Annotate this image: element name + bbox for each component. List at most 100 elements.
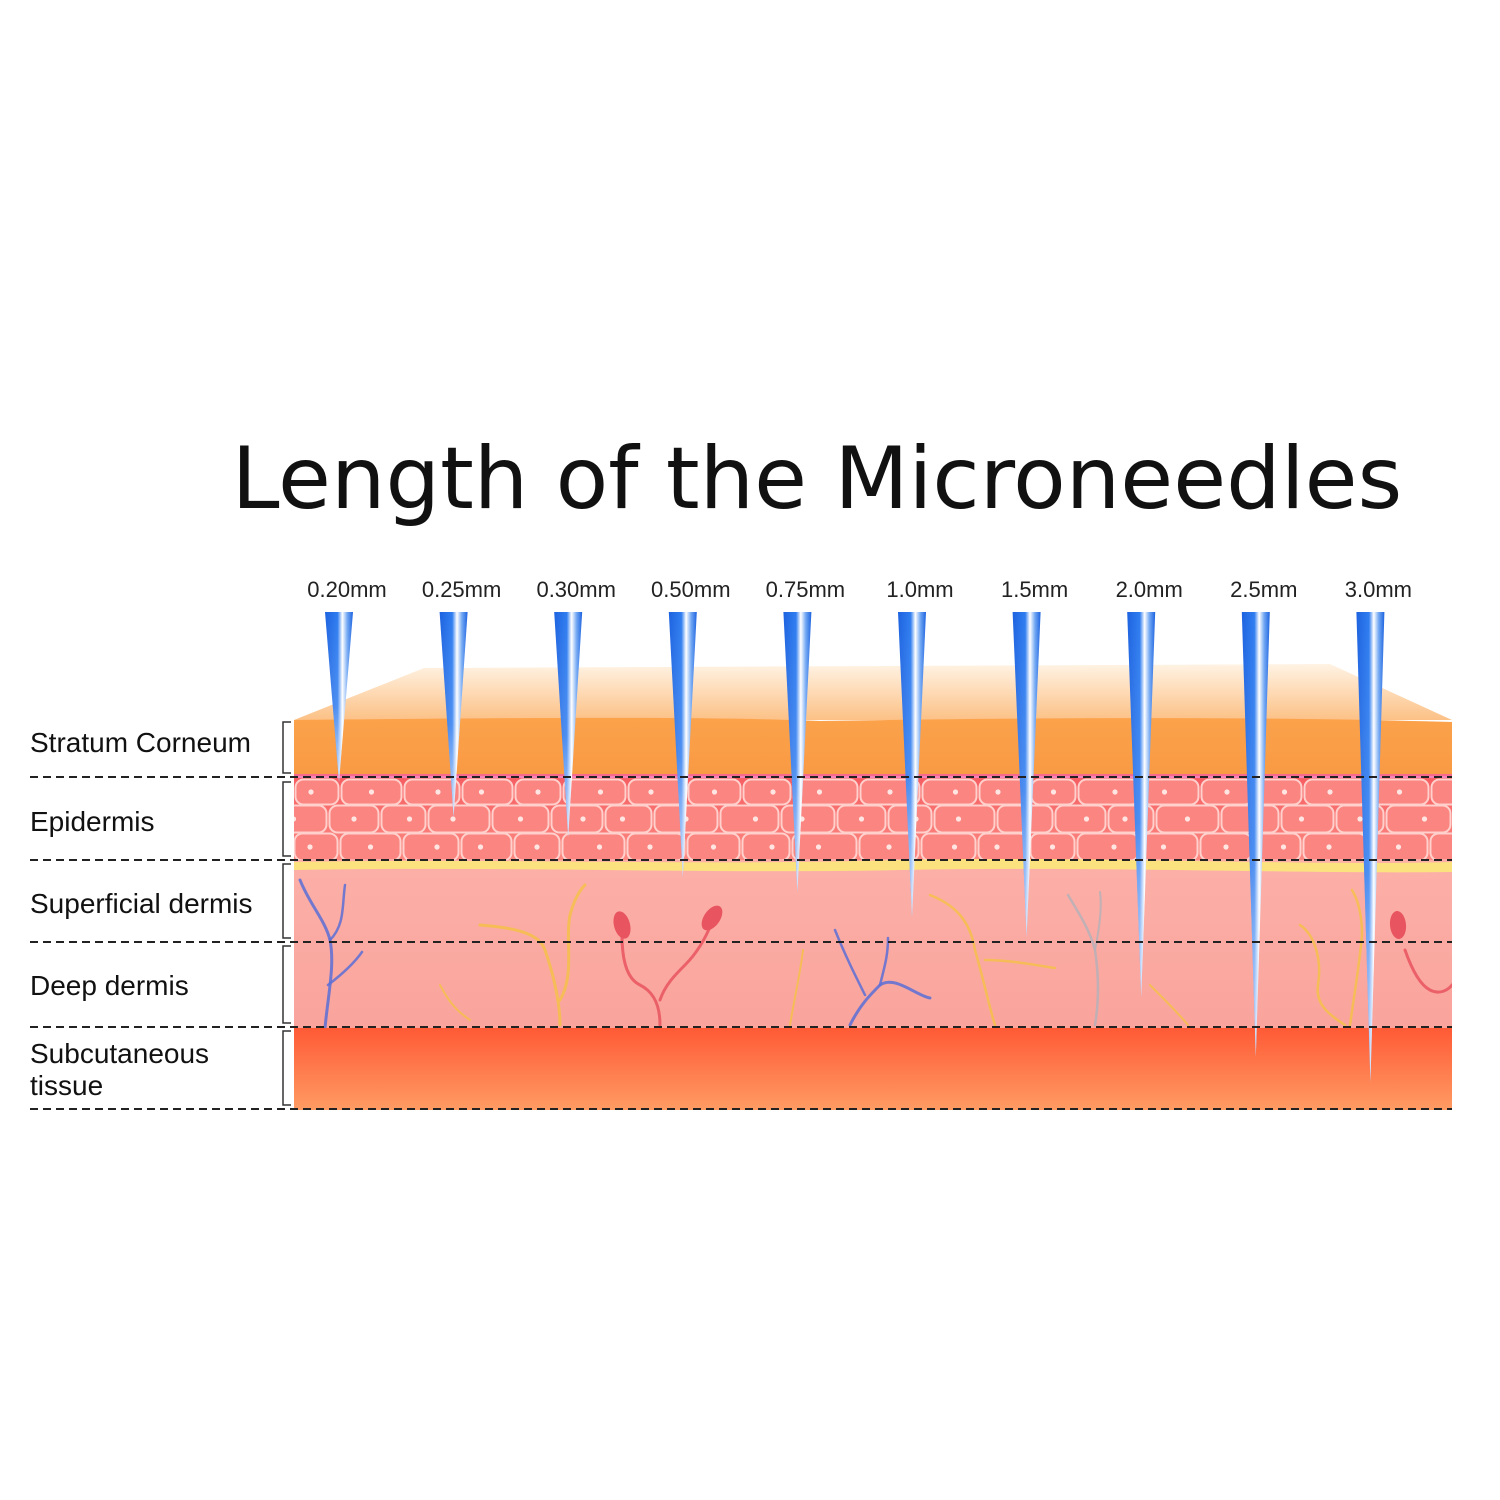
needle	[439, 612, 468, 817]
vessel-path	[1403, 948, 1452, 994]
epidermis-cell	[294, 778, 340, 806]
cell-nucleus	[858, 816, 865, 822]
needle	[1012, 612, 1041, 937]
needle-shine	[668, 612, 697, 877]
stratum-corneum-layer	[294, 717, 1452, 776]
needle-length-label: 0.25mm	[422, 577, 501, 602]
needle-shine	[1241, 612, 1270, 1057]
cell-nucleus	[450, 816, 456, 822]
layer-label-deep-dermis: Deep dermis	[30, 970, 189, 1001]
cell-nucleus	[434, 844, 440, 850]
cell-nucleus	[952, 789, 959, 795]
layer-label-superficial-dermis: Superficial dermis	[30, 888, 253, 919]
needle-length-label: 2.5mm	[1230, 577, 1297, 602]
epidermis-cell	[933, 804, 996, 834]
cell-nucleus	[351, 816, 357, 822]
cell-nucleus	[1184, 816, 1191, 822]
epidermis-cell	[1054, 804, 1107, 834]
cell-nucleus	[597, 789, 604, 795]
epidermis-cell	[626, 832, 686, 860]
hair-bulb	[613, 911, 631, 939]
cell-nucleus	[1112, 789, 1118, 795]
cell-nucleus	[752, 816, 759, 822]
needle	[668, 612, 697, 877]
epidermis-cell	[550, 804, 604, 834]
layer-label-epidermis: Epidermis	[30, 806, 154, 837]
needle-shine	[1127, 612, 1156, 997]
cell-nucleus	[1357, 816, 1363, 822]
cell-nucleus	[406, 816, 413, 822]
cell-nucleus	[1281, 789, 1288, 795]
layer-label-subcutaneous-tissue: tissue	[30, 1070, 103, 1101]
needle	[1241, 612, 1270, 1057]
cell-nucleus	[815, 844, 822, 850]
epidermis-cell	[1385, 804, 1452, 834]
cell-nucleus	[648, 789, 654, 795]
needle-shine	[554, 612, 583, 837]
needle-length-label: 0.20mm	[307, 577, 386, 602]
cell-nucleus	[1049, 844, 1056, 850]
needle-length-label: 1.5mm	[1001, 577, 1068, 602]
layer-boundary-lines	[30, 776, 1452, 1110]
vessel-path	[983, 958, 1057, 970]
vessel-path	[1348, 888, 1364, 1027]
epidermis-cell	[1430, 778, 1452, 806]
bracket	[282, 781, 291, 857]
stratum-corneum-boundary	[294, 774, 1452, 779]
microneedles	[325, 612, 1385, 1082]
cell-nucleus	[308, 789, 314, 795]
cell-nucleus	[1460, 844, 1465, 849]
cell-nucleus	[1474, 816, 1479, 821]
cell-nucleus	[647, 844, 653, 850]
epidermis-cell	[1302, 832, 1368, 860]
cell-nucleus	[1160, 844, 1167, 850]
cell-nucleus	[1122, 816, 1128, 822]
epidermis-cell	[1076, 832, 1140, 860]
vessel-path	[1094, 891, 1102, 951]
needle	[1356, 612, 1385, 1082]
needle-shine	[1356, 612, 1385, 1082]
layer-label-subcutaneous-tissue: Subcutaneous	[30, 1038, 209, 1069]
bracket	[282, 863, 291, 939]
vessel-path	[1298, 923, 1347, 1027]
needle	[898, 612, 926, 917]
cell-nucleus	[1326, 844, 1332, 850]
cell-nucleus	[951, 844, 958, 850]
subcutaneous-layer	[294, 1028, 1452, 1110]
layer-label-stratum-corneum: Stratum Corneum	[30, 727, 251, 758]
cell-nucleus	[816, 789, 823, 795]
epidermis-cell	[1454, 806, 1500, 833]
cell-nucleus	[517, 816, 524, 822]
hair-bulb	[701, 905, 723, 931]
needle	[1127, 612, 1156, 997]
epidermis-cell	[562, 778, 627, 806]
needle-length-labels: 0.20mm 0.25mm 0.30mm 0.50mm 0.75mm 1.0mm 1.5mm…	[307, 577, 1412, 602]
epidermis-cell	[627, 778, 687, 806]
needle-shine	[783, 612, 812, 892]
vessel-path	[658, 920, 714, 1002]
cell-nucleus	[580, 816, 586, 822]
vessel-path	[558, 883, 587, 1002]
cell-nucleus	[955, 816, 962, 822]
epidermis-cell	[977, 832, 1029, 860]
cell-nucleus	[1298, 816, 1305, 822]
cell-nucleus	[1396, 789, 1403, 795]
vessel-path	[620, 933, 662, 1027]
epidermis-cell	[604, 804, 653, 834]
cell-nucleus	[887, 789, 893, 795]
epidermis-cell	[1141, 778, 1200, 806]
cell-nucleus	[1083, 816, 1090, 822]
cell-nucleus	[367, 844, 374, 850]
vessel-path	[326, 950, 364, 987]
epidermis-cell	[403, 778, 461, 806]
needle-length-label: 2.0mm	[1116, 577, 1183, 602]
needle-shine	[898, 612, 926, 917]
epidermis-cell	[780, 804, 836, 834]
epidermis-cell	[920, 832, 977, 860]
cell-nucleus	[995, 789, 1001, 795]
cell-nucleus	[477, 844, 484, 850]
needle-length-label: 1.0mm	[886, 577, 953, 602]
cell-nucleus	[1461, 789, 1466, 794]
vessel-path	[833, 928, 867, 997]
